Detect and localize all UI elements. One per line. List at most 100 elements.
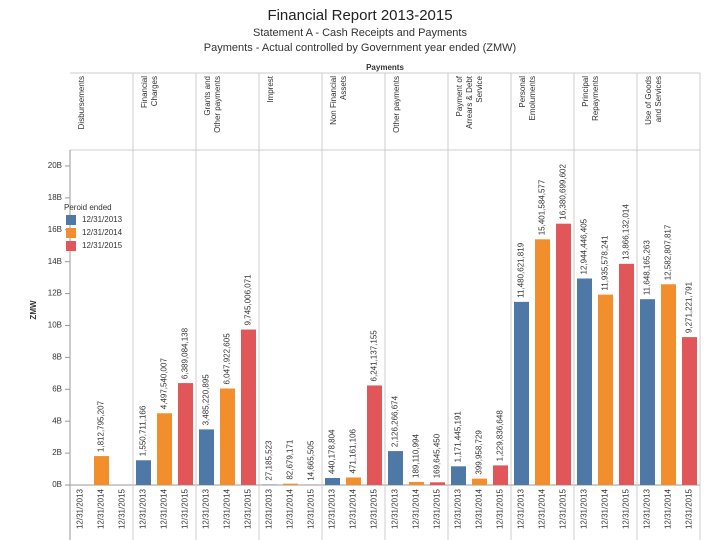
y-tick-label: 12B bbox=[48, 289, 62, 298]
x-tick-label: 12/31/2014 bbox=[349, 488, 358, 529]
x-tick-label: 12/31/2015 bbox=[307, 488, 316, 529]
x-tick-label: 12/31/2015 bbox=[433, 488, 442, 529]
data-label: 6,047,922,605 bbox=[223, 333, 232, 385]
bar bbox=[535, 239, 550, 485]
x-tick-label: 12/31/2014 bbox=[97, 488, 106, 529]
bar bbox=[388, 451, 403, 485]
data-label: 9,271,221,791 bbox=[685, 281, 694, 333]
bar bbox=[94, 456, 109, 485]
x-tick-label: 12/31/2015 bbox=[244, 488, 253, 529]
data-label: 471,161,106 bbox=[349, 428, 358, 473]
x-tick-label: 12/31/2013 bbox=[454, 488, 463, 529]
data-label: 11,480,621,819 bbox=[517, 242, 526, 298]
bar bbox=[451, 466, 466, 485]
y-axis-label: ZMW bbox=[29, 300, 38, 320]
x-tick-label: 12/31/2014 bbox=[538, 488, 547, 529]
legend-swatch bbox=[66, 215, 76, 225]
data-label: 12,944,446,405 bbox=[580, 218, 589, 274]
y-tick-label: 14B bbox=[48, 257, 62, 266]
bar bbox=[577, 278, 592, 485]
bar bbox=[136, 460, 151, 485]
x-tick-label: 12/31/2015 bbox=[370, 488, 379, 529]
bar bbox=[178, 383, 193, 485]
data-label: 399,958,729 bbox=[475, 430, 484, 475]
data-label: 12,582,807,817 bbox=[664, 224, 673, 280]
data-label: 11,935,578,241 bbox=[601, 235, 610, 291]
bar bbox=[241, 329, 256, 485]
data-label: 1,229,836,648 bbox=[496, 410, 505, 462]
bar bbox=[157, 413, 172, 485]
bar bbox=[472, 478, 487, 485]
bar bbox=[283, 483, 298, 485]
facet-label: and Services bbox=[654, 76, 663, 122]
x-tick-label: 12/31/2014 bbox=[160, 488, 169, 529]
facet-label: Imprest bbox=[266, 75, 275, 102]
x-tick-label: 12/31/2015 bbox=[118, 488, 127, 529]
bar bbox=[220, 388, 235, 485]
bar bbox=[556, 223, 571, 485]
facet-label: Arrears & Debt bbox=[465, 75, 474, 129]
data-label: 82,679,171 bbox=[286, 439, 295, 480]
y-tick-label: 8B bbox=[52, 352, 62, 361]
y-tick-label: 20B bbox=[48, 161, 62, 170]
column-header: Payments bbox=[366, 63, 404, 72]
data-label: 6,389,084,138 bbox=[181, 327, 190, 379]
data-label: 440,178,804 bbox=[328, 429, 337, 474]
bar bbox=[346, 477, 361, 485]
data-label: 4,497,540,007 bbox=[160, 358, 169, 410]
bar bbox=[640, 299, 655, 485]
data-label: 9,745,006,071 bbox=[244, 274, 253, 326]
bar bbox=[619, 263, 634, 485]
chart-subtitle: Statement A - Cash Receipts and Payments bbox=[253, 27, 468, 39]
x-tick-label: 12/31/2014 bbox=[412, 488, 421, 529]
data-label: 14,665,505 bbox=[307, 440, 316, 481]
data-label: 15,401,584,577 bbox=[538, 179, 547, 235]
facet-label: Principal bbox=[581, 76, 590, 107]
x-tick-label: 12/31/2015 bbox=[622, 488, 631, 529]
data-label: 6,241,137,155 bbox=[370, 330, 379, 382]
chart-title: Financial Report 2013-2015 bbox=[267, 7, 452, 24]
x-tick-label: 12/31/2015 bbox=[559, 488, 568, 529]
facet-label: Service bbox=[475, 75, 484, 102]
x-tick-label: 12/31/2013 bbox=[76, 488, 85, 529]
facet-label: Other payments bbox=[392, 76, 401, 133]
x-tick-label: 12/31/2013 bbox=[328, 488, 337, 529]
legend-swatch bbox=[66, 241, 76, 251]
bar bbox=[493, 465, 508, 485]
data-label: 2,126,266,674 bbox=[391, 395, 400, 447]
x-tick-label: 12/31/2014 bbox=[664, 488, 673, 529]
legend-label: 12/31/2015 bbox=[82, 241, 123, 250]
bar bbox=[430, 482, 445, 485]
facet-label: Use of Goods bbox=[644, 76, 653, 125]
x-tick-label: 12/31/2013 bbox=[139, 488, 148, 529]
x-tick-label: 12/31/2014 bbox=[223, 488, 232, 529]
data-label: 27,185,523 bbox=[265, 440, 274, 481]
bar bbox=[199, 429, 214, 485]
x-tick-label: 12/31/2014 bbox=[601, 488, 610, 529]
x-tick-label: 12/31/2015 bbox=[496, 488, 505, 529]
x-tick-label: 12/31/2013 bbox=[265, 488, 274, 529]
data-label: 1,171,445,191 bbox=[454, 411, 463, 463]
x-tick-label: 12/31/2015 bbox=[685, 488, 694, 529]
y-tick-label: 18B bbox=[48, 193, 62, 202]
legend-swatch bbox=[66, 228, 76, 238]
facet-label: Grants and bbox=[203, 76, 212, 116]
x-tick-label: 12/31/2013 bbox=[580, 488, 589, 529]
data-label: 11,648,165,263 bbox=[643, 240, 652, 296]
facet-label: Payment of bbox=[455, 75, 464, 116]
bar bbox=[325, 477, 340, 485]
bar bbox=[367, 385, 382, 485]
y-tick-label: 4B bbox=[52, 416, 62, 425]
facet-label: Other payments bbox=[213, 76, 222, 133]
facet-label: Assets bbox=[339, 76, 348, 100]
bar bbox=[598, 294, 613, 485]
x-tick-label: 12/31/2013 bbox=[391, 488, 400, 529]
data-label: 189,110,994 bbox=[412, 434, 421, 478]
facet-label: Non Financial bbox=[329, 76, 338, 125]
data-label: 1,550,711,166 bbox=[139, 405, 148, 456]
legend-label: 12/31/2013 bbox=[82, 215, 123, 224]
x-tick-label: 12/31/2013 bbox=[517, 488, 526, 529]
x-tick-label: 12/31/2015 bbox=[181, 488, 190, 529]
y-tick-label: 2B bbox=[52, 448, 62, 457]
